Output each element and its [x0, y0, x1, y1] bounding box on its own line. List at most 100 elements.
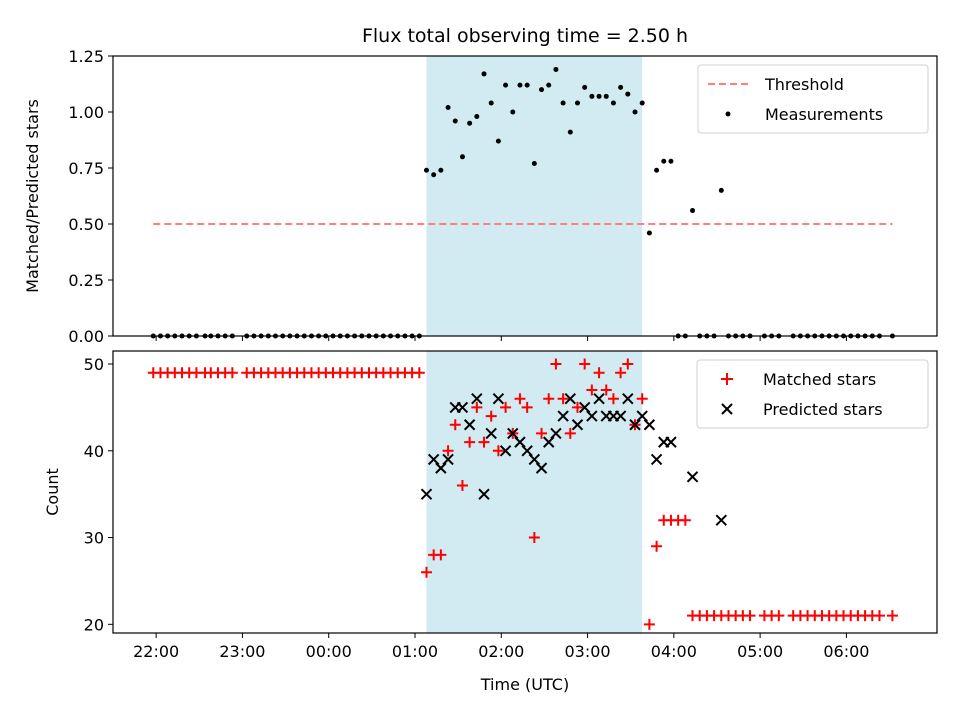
x-tick-label: 22:00 [133, 642, 179, 661]
matched-star-point [615, 367, 627, 379]
measurement-point [690, 208, 696, 214]
top-y-tick-label: 0.50 [68, 215, 104, 234]
matched-star-point [651, 540, 663, 552]
bottom-legend-box [696, 359, 929, 429]
measurement-point [560, 100, 566, 106]
legend-matched-swatch [721, 373, 733, 385]
top-legend: Threshold Measurements [697, 64, 929, 134]
matched-star-point [464, 436, 476, 448]
matched-star-point [886, 610, 898, 622]
measurement-point [431, 172, 437, 178]
top-marks [150, 66, 895, 339]
bottom-legend: Matched stars Predicted stars [696, 359, 929, 429]
predicted-star-point [650, 453, 663, 466]
bottom-marks [147, 358, 898, 630]
measurement-point [589, 93, 595, 99]
predicted-star-point [557, 410, 569, 422]
predicted-star-point [420, 488, 433, 500]
measurement-point [618, 84, 624, 90]
top-y-tick-label: 0.75 [68, 159, 104, 178]
top-legend-box [697, 64, 929, 134]
bottom-panel: Count Time (UTC) 20 30 40 50 22:00 23:00 00:00… [43, 350, 938, 694]
measurement-point [438, 167, 444, 173]
top-y-ticks: 0.00 0.25 0.50 0.75 1.00 1.25 [68, 47, 847, 346]
measurement-point [445, 105, 451, 111]
matched-star-point [500, 401, 512, 413]
predicted-star-point [478, 488, 490, 500]
predicted-star-point [442, 453, 454, 466]
measurement-point [553, 66, 559, 72]
measurement-point [467, 120, 473, 126]
matched-star-point [528, 532, 540, 544]
measurement-point [610, 100, 616, 106]
matched-star-point [593, 367, 605, 379]
matched-star-point [514, 393, 526, 405]
legend-predicted-swatch [721, 403, 733, 415]
predicted-star-point [471, 393, 483, 405]
matched-star-point [471, 401, 483, 413]
matched-star-point [226, 367, 238, 379]
measurement-point [459, 154, 465, 160]
predicted-star-point [715, 514, 728, 526]
predicted-star-point [427, 453, 440, 466]
predicted-star-point [622, 393, 634, 405]
matched-star-point [557, 393, 569, 405]
predicted-star-point [485, 427, 497, 440]
predicted-star-point [507, 427, 519, 440]
top-y-tick-label: 1.00 [68, 103, 104, 122]
legend-threshold-label: Threshold [764, 75, 844, 94]
predicted-star-point [492, 393, 505, 405]
matched-star-point [564, 427, 576, 439]
measurement-point [582, 84, 588, 90]
predicted-star-point [586, 410, 598, 422]
matched-star-point [600, 384, 612, 396]
measurement-point [668, 158, 674, 164]
predicted-star-point [514, 436, 526, 448]
matched-star-point [442, 445, 454, 457]
x-tick-label: 00:00 [306, 642, 352, 661]
measurement-point [539, 87, 545, 93]
predicted-star-point [629, 419, 641, 431]
matched-star-point [773, 610, 785, 622]
predicted-star-point [499, 445, 512, 457]
measurement-point [481, 71, 487, 77]
measurement-point [567, 129, 573, 135]
bottom-ticks: 20 30 40 50 22:00 23:00 00:00 01:00 02:00 03:00 04… [84, 355, 870, 661]
measurement-point [531, 161, 537, 167]
predicted-star-point [578, 401, 591, 414]
bottom-y-tick-label: 50 [84, 355, 104, 374]
matched-star-point [420, 566, 432, 578]
matched-star-point [873, 610, 885, 622]
predicted-star-point [643, 419, 656, 431]
measurement-point [546, 82, 552, 88]
predicted-star-point [456, 401, 469, 414]
x-axis-label: Time (UTC) [480, 675, 569, 694]
top-y-tick-label: 1.25 [68, 47, 104, 66]
matched-star-point [579, 358, 591, 370]
measurement-point [488, 100, 494, 106]
matched-star-point [485, 410, 497, 422]
measurement-point [632, 109, 638, 115]
measurement-point [646, 230, 652, 236]
matched-star-point [679, 514, 691, 526]
legend-matched-label: Matched stars [763, 370, 876, 389]
x-tick-label: 03:00 [565, 642, 611, 661]
measurement-point [474, 113, 480, 119]
measurement-point [574, 100, 580, 106]
matched-star-point [622, 358, 634, 370]
predicted-star-point [521, 445, 533, 457]
matched-star-point [543, 393, 555, 405]
x-tick-label: 01:00 [392, 642, 438, 661]
top-y-axis-label: Matched/Predicted stars [23, 99, 42, 293]
measurement-point [639, 100, 645, 106]
predicted-star-point [636, 410, 648, 422]
measurement-point [503, 82, 509, 88]
matched-star-point [435, 549, 447, 561]
predicted-star-point [550, 427, 562, 440]
bottom-shaded-region [426, 351, 643, 633]
x-tick-label: 02:00 [478, 642, 524, 661]
matched-star-point [571, 401, 583, 413]
bottom-y-axis-label: Count [43, 468, 62, 516]
x-tick-label: 05:00 [737, 642, 783, 661]
